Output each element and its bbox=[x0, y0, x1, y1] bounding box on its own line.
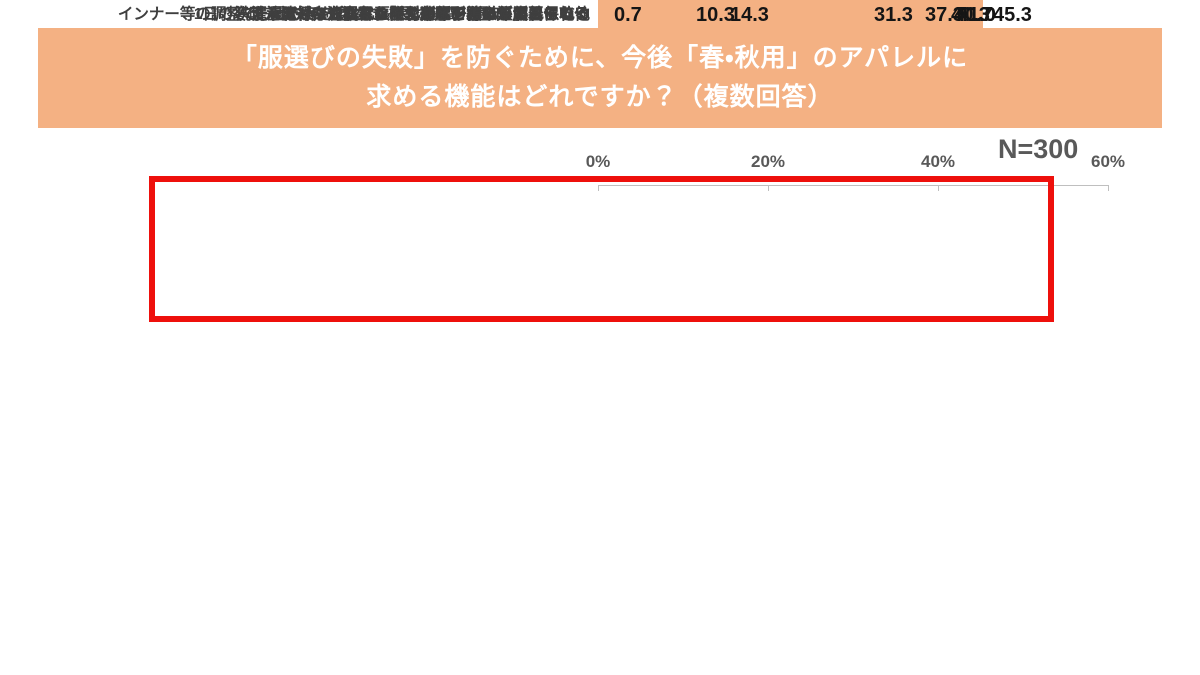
chart-title-line1: 「服選びの失敗」を防ぐために、今後「春・秋用」のアパレルに bbox=[231, 44, 969, 72]
value-label: 45.3 bbox=[993, 4, 1032, 26]
category-label: その他 bbox=[543, 6, 590, 23]
category-label: 洗濯してもシワになりにくく、アイロンが要らない bbox=[235, 6, 590, 23]
value-label: 40.3 bbox=[951, 4, 990, 26]
x-axis-tick-40: 40% bbox=[920, 152, 956, 171]
category-label: 1日の寒暖差に対応し、暑すぎず寒すぎない温度に保てる bbox=[193, 6, 590, 23]
category-label: 流行に左右されず、来年も再来年も着られる bbox=[281, 6, 590, 23]
x-axis-tickmark bbox=[768, 185, 769, 191]
chart-title-line2: 求める機能はどれですか？（複数回答） bbox=[366, 83, 834, 111]
category-label: 泥ハネや食べこぼしなどの汚れがつきにくい bbox=[280, 6, 590, 23]
x-axis-tickmark bbox=[598, 185, 599, 191]
category-label: 洗濯を繰り返しても、型崩れや縮みが起きにくい bbox=[251, 6, 590, 23]
chart-title-band: 「服選びの失敗」を防ぐために、今後「春・秋用」のアパレルに 求める機能はどれです… bbox=[38, 28, 1162, 128]
x-axis-tickmark bbox=[938, 185, 939, 191]
value-label: 40.7 bbox=[954, 4, 993, 26]
x-axis-tick-20: 20% bbox=[750, 152, 786, 171]
value-label: 41.0 bbox=[957, 4, 996, 26]
bar bbox=[598, 0, 604, 30]
bar-row: その他 0.7 bbox=[0, 0, 1200, 30]
category-label: 洗濯した後、部屋干しでもすぐに乾く bbox=[326, 6, 590, 23]
category-label: インナー等の調整で、夏や冬を含めた「長い期間（通年）」着られる bbox=[117, 6, 590, 23]
bar bbox=[598, 0, 686, 30]
value-label: 14.3 bbox=[730, 4, 769, 26]
value-label: 10.3 bbox=[696, 4, 735, 26]
value-label: 31.3 bbox=[874, 4, 913, 26]
category-label: 急な雨でも水を弾いて濡れにくい bbox=[358, 6, 590, 23]
x-axis-line bbox=[598, 185, 1109, 186]
sample-size-label: N=300 bbox=[998, 134, 1079, 164]
value-label: 37.3 bbox=[925, 4, 964, 26]
value-label: 41.0 bbox=[957, 4, 996, 26]
bar-row: 泥ハネや食べこぼしなどの汚れがつきにくい 10.3 bbox=[0, 0, 1200, 30]
category-label: 汗をかいても肌に張り付かず、サラッとしている bbox=[251, 6, 590, 23]
x-axis-tickmark bbox=[1108, 185, 1109, 191]
highlight-box-top3 bbox=[149, 176, 1054, 322]
x-axis-tick-60: 60% bbox=[1090, 152, 1126, 171]
x-axis-tick-0: 0% bbox=[585, 152, 611, 171]
value-label: 0.7 bbox=[614, 4, 642, 26]
